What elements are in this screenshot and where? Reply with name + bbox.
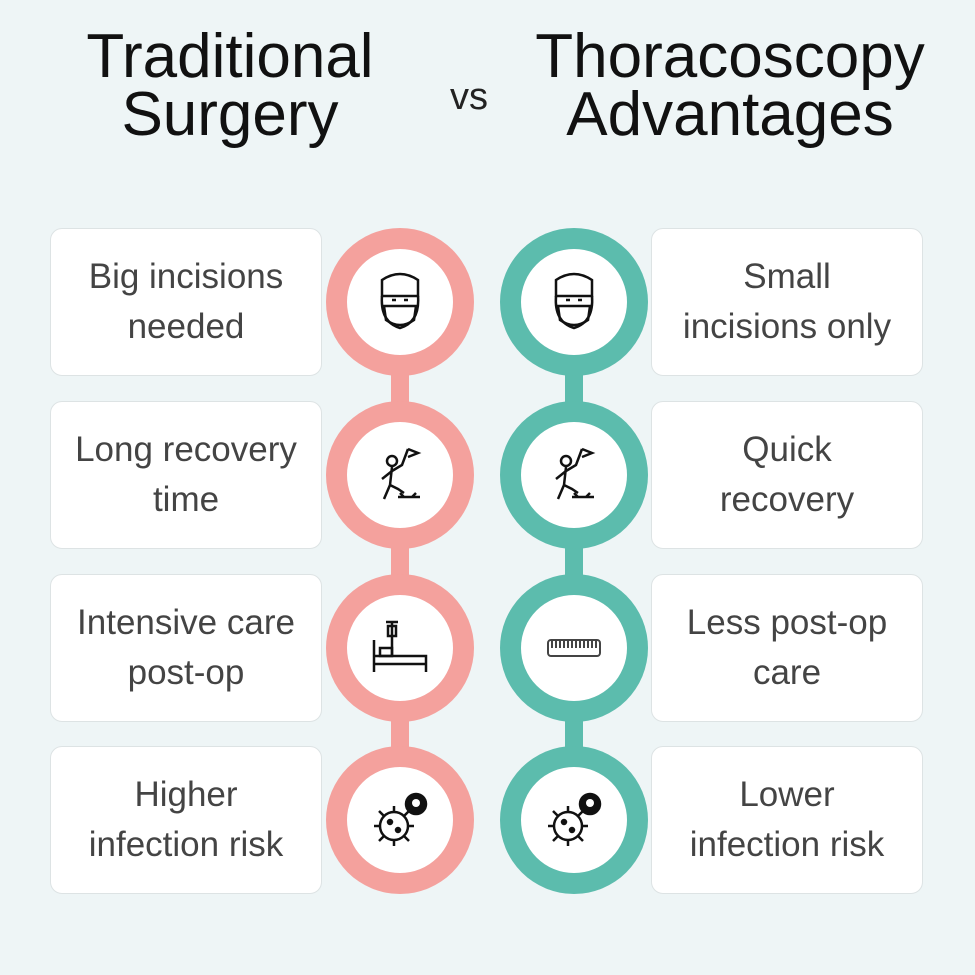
icon-disc [347, 422, 453, 528]
icon-disc [521, 422, 627, 528]
card-text: Less post-op [686, 603, 888, 642]
connector [565, 302, 583, 820]
card-text: incisions only [682, 307, 892, 346]
card: Quick recovery [651, 401, 923, 549]
card-text: Lower [739, 775, 835, 814]
icon-disc [347, 767, 453, 873]
card-text: infection risk [88, 825, 284, 864]
card: Small incisions only [651, 228, 923, 376]
title-line: Advantages [566, 80, 894, 149]
card-text: Intensive care [77, 603, 295, 642]
card-text: Quick [742, 430, 832, 469]
icon-disc [347, 249, 453, 355]
title-line: Traditional [86, 22, 374, 91]
right-title: Thoracoscopy Advantages [520, 22, 940, 149]
icon-disc [521, 249, 627, 355]
title-line: Thoracoscopy [535, 22, 925, 91]
card: Less post-op care [651, 574, 923, 722]
card-text: Small [743, 257, 831, 296]
icon-disc [521, 767, 627, 873]
title-line: Surgery [121, 80, 339, 149]
card-text: post-op [127, 653, 245, 692]
card: Long recovery time [50, 401, 322, 549]
icon-disc [521, 595, 627, 701]
card-text: care [752, 653, 822, 692]
left-title: Traditional Surgery [50, 22, 410, 149]
card-text: Long recovery [75, 430, 297, 469]
circle-columns [326, 228, 648, 894]
card: Lower infection risk [651, 746, 923, 894]
vs-label: vs [450, 76, 488, 118]
card-text: infection risk [689, 825, 885, 864]
card: Higher infection risk [50, 746, 322, 894]
connector [391, 302, 409, 820]
icon-disc [347, 595, 453, 701]
card: Intensive care post-op [50, 574, 322, 722]
card-text: recovery [719, 480, 855, 519]
card-text: needed [127, 307, 245, 346]
card-text: time [152, 480, 220, 519]
card: Big incisions needed [50, 228, 322, 376]
card-text: Higher [134, 775, 238, 814]
card-text: Big incisions [88, 257, 284, 296]
